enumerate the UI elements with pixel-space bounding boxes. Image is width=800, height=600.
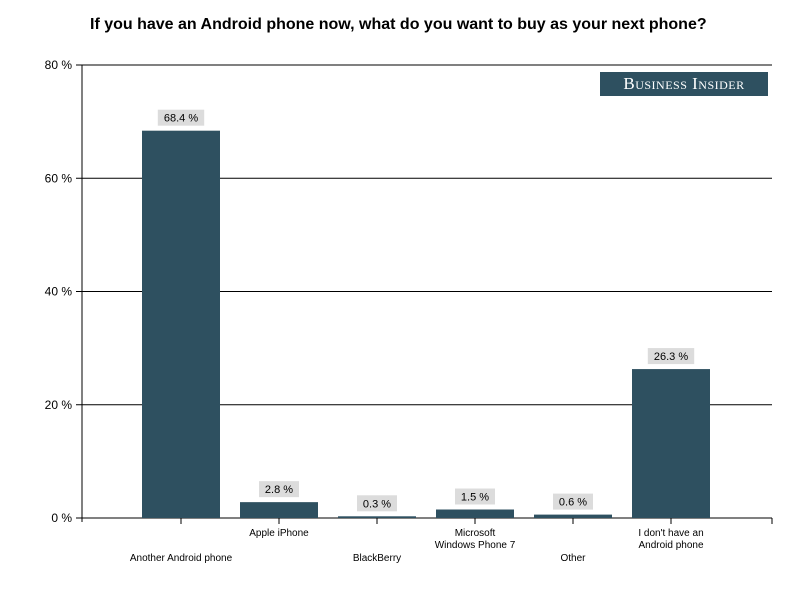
bar xyxy=(534,514,612,518)
y-tick-label: 80 % xyxy=(45,58,73,72)
y-tick-label: 0 % xyxy=(51,511,72,525)
bar xyxy=(436,509,514,518)
x-tick-label: Another Android phone xyxy=(130,553,233,564)
y-tick-label: 60 % xyxy=(45,171,73,185)
bar xyxy=(632,369,710,518)
data-label: 0.6 % xyxy=(559,497,587,509)
brand-logo: Business Insider xyxy=(600,72,768,96)
x-tick-label: Windows Phone 7 xyxy=(435,540,516,551)
y-tick-label: 40 % xyxy=(45,285,73,299)
x-tick-label: Apple iPhone xyxy=(249,528,309,539)
chart-title: If you have an Android phone now, what d… xyxy=(90,16,707,33)
x-tick-label: Android phone xyxy=(638,540,703,551)
x-tick-label: I don't have an xyxy=(638,528,703,539)
data-label: 26.3 % xyxy=(654,351,688,363)
data-label-bg xyxy=(357,495,397,512)
data-label-bg xyxy=(455,488,495,505)
data-label: 2.8 % xyxy=(265,484,293,496)
x-tick-label: Microsoft xyxy=(455,528,496,539)
data-label-bg xyxy=(259,481,299,498)
y-tick-label: 20 % xyxy=(45,398,73,412)
data-label: 1.5 % xyxy=(461,492,489,504)
x-tick-label: BlackBerry xyxy=(353,553,401,564)
bar xyxy=(142,130,220,518)
x-tick-label: Other xyxy=(560,553,586,564)
data-label-bg xyxy=(647,348,695,365)
bar xyxy=(338,516,416,518)
data-label-bg xyxy=(553,493,593,510)
bar xyxy=(240,502,318,518)
data-label-bg xyxy=(157,109,205,126)
data-label: 68.4 % xyxy=(164,113,198,125)
data-label: 0.3 % xyxy=(363,498,391,510)
